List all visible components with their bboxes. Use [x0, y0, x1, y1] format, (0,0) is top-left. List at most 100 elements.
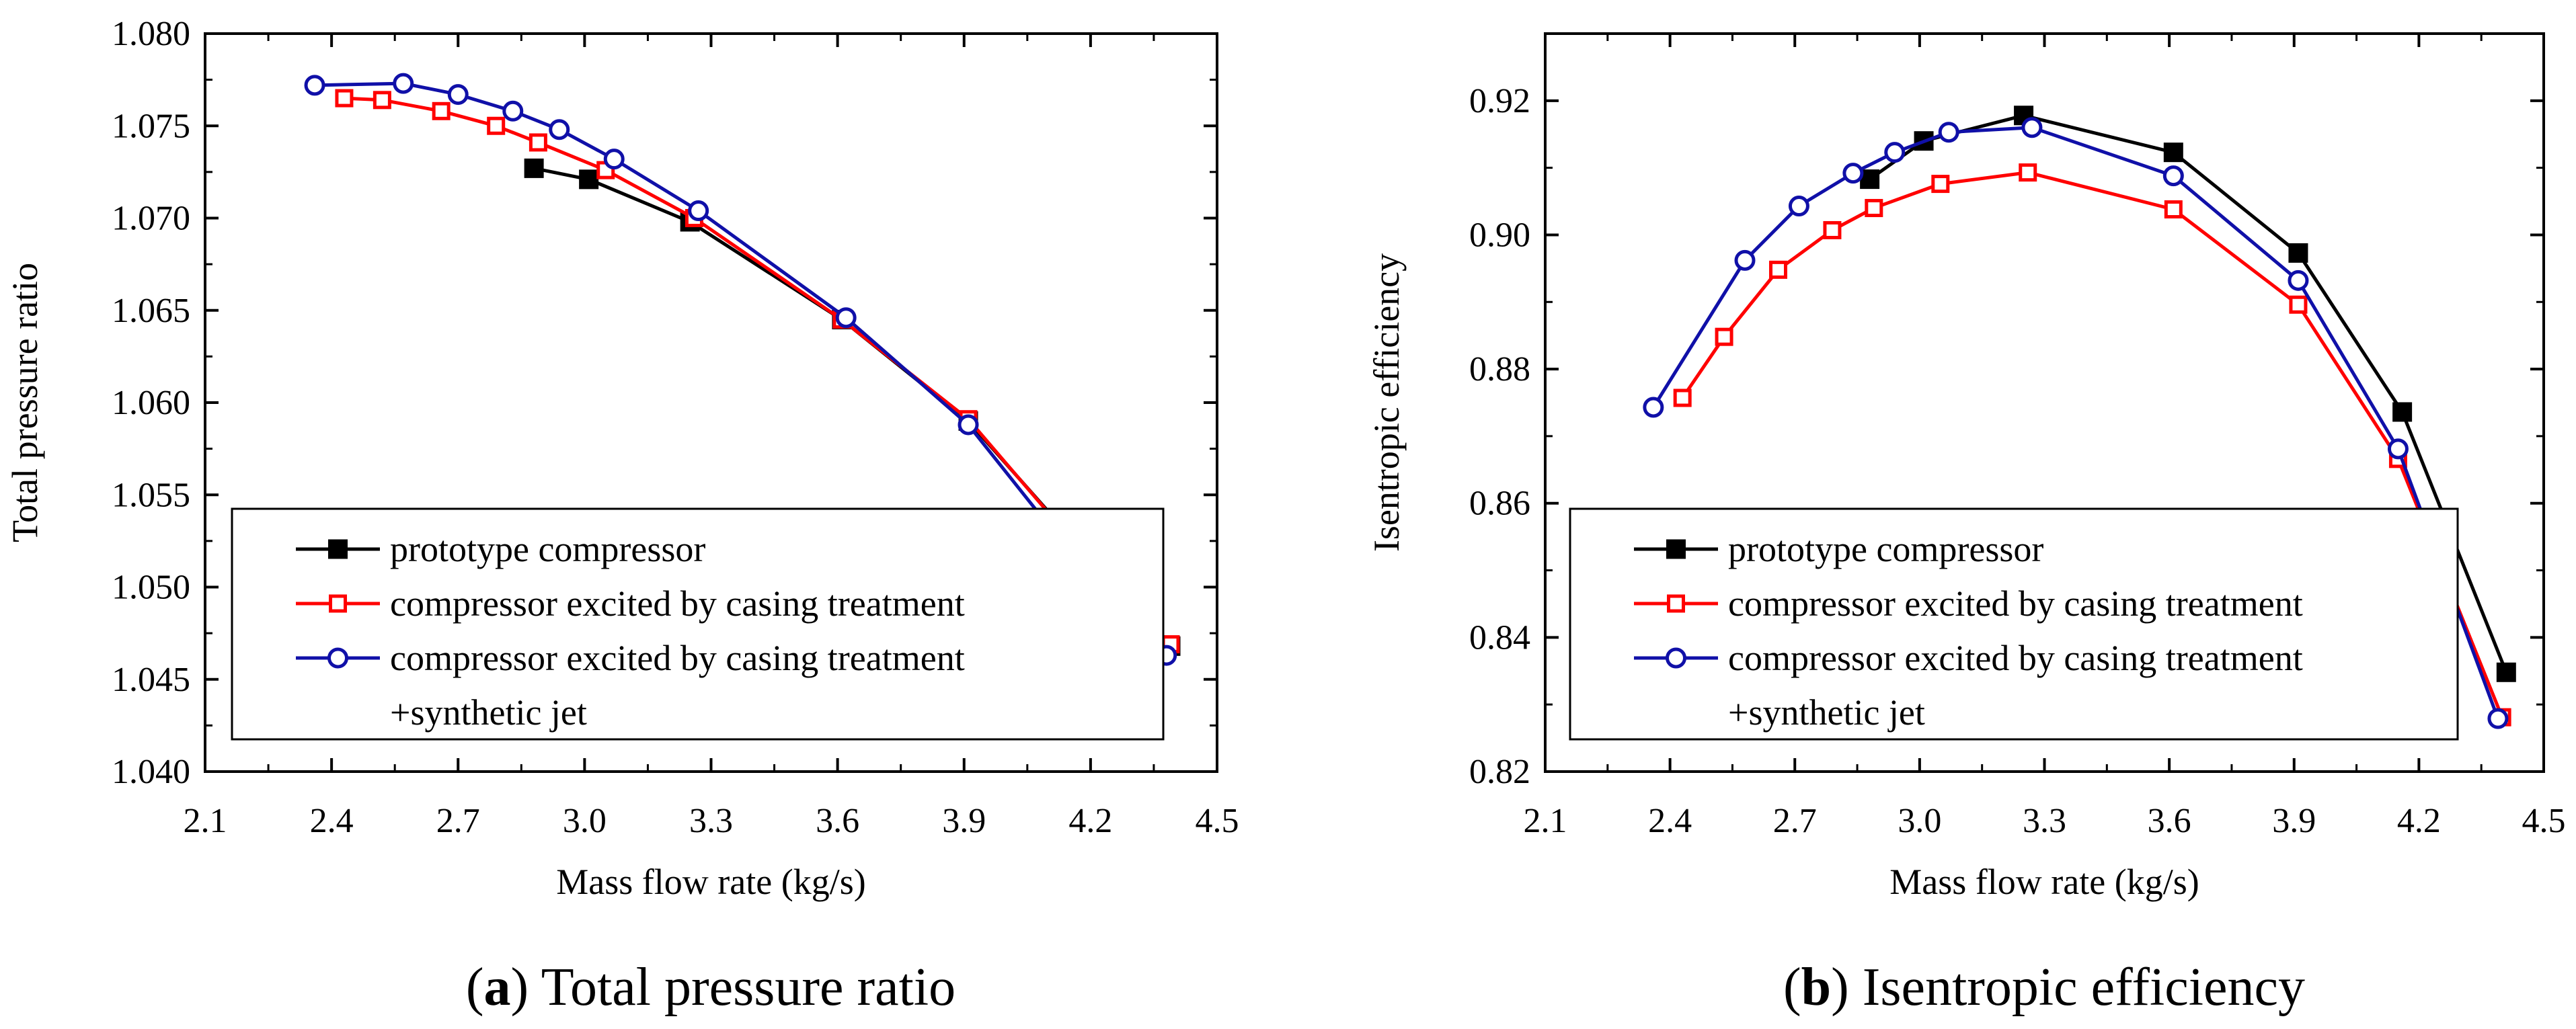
legend-label: compressor excited by casing treatment — [390, 638, 965, 678]
legend-box — [231, 507, 1165, 741]
x-tick-label: 3.6 — [2148, 802, 2191, 840]
x-axis-title: Mass flow rate (kg/s) — [1889, 862, 2199, 902]
legend-label: compressor excited by casing treatment — [1728, 638, 2303, 678]
legend: prototype compressor compressor excited b… — [231, 507, 1165, 741]
y-tick-label: 1.050 — [112, 569, 190, 607]
data-point — [2288, 243, 2308, 263]
y-tick-label: 0.84 — [1469, 618, 1530, 657]
data-point — [579, 169, 599, 190]
data-point — [373, 91, 391, 110]
caption-open-paren: ( — [1783, 958, 1801, 1017]
data-point — [1842, 163, 1864, 184]
legend-label-line2: +synthetic jet — [1728, 692, 1925, 733]
legend-label: prototype compressor — [390, 529, 705, 569]
data-point — [1769, 260, 1787, 279]
data-point — [1938, 122, 1959, 143]
data-point — [1823, 220, 1842, 239]
x-tick-label: 3.9 — [942, 802, 986, 840]
data-point — [502, 100, 524, 122]
legend-marker — [327, 647, 348, 669]
y-tick-label: 1.075 — [112, 107, 190, 145]
y-tick-label: 0.90 — [1469, 216, 1530, 254]
y-tick-label: 1.040 — [112, 753, 190, 791]
chart-a: 2.1 2.4 2.7 3.0 3.3 3.6 3.9 4.2 4.5 1.040 1.045 1.0… — [5, 15, 1239, 1017]
caption-close-paren: ) — [1831, 958, 1863, 1017]
legend-marker — [328, 539, 348, 559]
legend-marker — [1667, 594, 1685, 613]
series-3 — [1643, 117, 2509, 729]
legend-label: compressor excited by casing treatment — [390, 583, 965, 624]
data-point — [2289, 295, 2308, 314]
caption-text: Total pressure ratio — [541, 958, 955, 1017]
legend-label-line2: +synthetic jet — [390, 692, 587, 733]
data-point — [393, 73, 414, 94]
data-point — [603, 149, 625, 170]
x-tick-label: 2.7 — [1773, 802, 1817, 840]
data-point — [1884, 142, 1906, 163]
caption-letter: a — [484, 958, 511, 1017]
y-tick-label: 1.065 — [112, 292, 190, 330]
x-tick-label: 4.5 — [2522, 802, 2566, 840]
data-point — [958, 414, 979, 436]
legend-marker — [329, 594, 347, 613]
legend-box — [1569, 507, 2459, 741]
legend-marker — [1666, 647, 1686, 669]
y-tick-label: 1.080 — [112, 15, 190, 53]
figure-caption: (b) Isentropic efficiency — [1783, 958, 2305, 1017]
data-point — [2163, 142, 2183, 163]
data-point — [835, 307, 857, 329]
data-point — [2162, 165, 2184, 187]
data-point — [447, 84, 469, 106]
data-point — [2021, 117, 2043, 138]
data-point — [688, 200, 709, 222]
data-point — [304, 75, 325, 96]
data-point — [2019, 163, 2037, 182]
x-tick-label: 4.2 — [2397, 802, 2441, 840]
chart-b: 2.1 2.4 2.7 3.0 3.3 3.6 3.9 4.2 4.5 0.82 0.84 0.86 0… — [1366, 32, 2566, 1017]
data-point — [2496, 662, 2516, 682]
data-point — [487, 116, 506, 135]
y-tick-label: 1.055 — [112, 476, 190, 514]
y-tick-label: 0.88 — [1469, 350, 1530, 388]
caption-close-paren: ) — [511, 958, 541, 1017]
x-tick-label: 3.3 — [2023, 802, 2066, 840]
data-point — [1788, 196, 1809, 217]
data-point — [2387, 438, 2409, 460]
figure-caption: (a) Total pressure ratio — [466, 958, 955, 1017]
y-tick-label: 1.060 — [112, 384, 190, 422]
data-point — [1643, 397, 1664, 418]
legend-label: compressor excited by casing treatment — [1728, 583, 2303, 624]
x-tick-label: 4.5 — [1196, 802, 1239, 840]
x-tick-label: 3.0 — [563, 802, 607, 840]
data-point — [529, 133, 547, 152]
data-point — [1865, 199, 1883, 218]
y-tick-label: 1.045 — [112, 661, 190, 699]
caption-letter: b — [1801, 958, 1832, 1017]
x-tick-label: 2.1 — [1524, 802, 1567, 840]
plot-area — [1643, 106, 2516, 729]
data-point — [2288, 270, 2309, 291]
y-tick-label: 0.92 — [1469, 82, 1530, 120]
series-3 — [304, 73, 1177, 666]
y-axis-title: Total pressure ratio — [5, 263, 45, 542]
caption-text: Isentropic efficiency — [1863, 958, 2305, 1017]
y-tick-label: 0.82 — [1469, 753, 1530, 791]
data-point — [1715, 327, 1733, 346]
legend-marker — [1666, 539, 1686, 559]
x-tick-label: 3.6 — [816, 802, 859, 840]
y-tick-label: 0.86 — [1469, 485, 1530, 523]
x-tick-label: 3.9 — [2272, 802, 2316, 840]
data-point — [549, 119, 570, 140]
data-point — [1673, 388, 1692, 407]
x-axis-title: Mass flow rate (kg/s) — [556, 862, 865, 902]
data-point — [2164, 200, 2183, 219]
x-tick-label: 2.4 — [310, 802, 354, 840]
x-tick-label: 2.1 — [184, 802, 227, 840]
x-tick-label: 3.0 — [1898, 802, 1941, 840]
data-point — [335, 89, 354, 108]
data-point — [432, 101, 451, 120]
data-point — [1734, 249, 1756, 271]
y-axis-title: Isentropic efficiency — [1366, 253, 1407, 552]
data-point — [1860, 169, 1880, 190]
caption-open-paren: ( — [466, 958, 484, 1017]
